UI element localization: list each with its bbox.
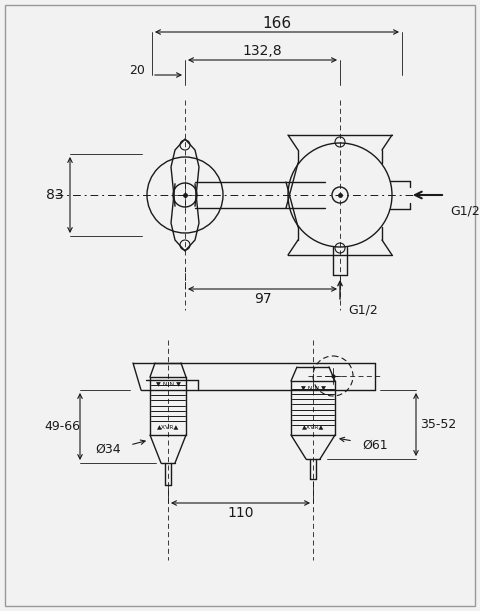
Text: 35-52: 35-52 — [420, 418, 456, 431]
Text: 83: 83 — [46, 188, 64, 202]
Text: G1/2: G1/2 — [348, 304, 378, 316]
Text: 132,8: 132,8 — [243, 44, 282, 58]
Text: ▲XVR▲: ▲XVR▲ — [302, 425, 324, 430]
Text: ▲XVR▲: ▲XVR▲ — [157, 425, 179, 430]
Text: 97: 97 — [254, 292, 271, 306]
Text: ▼ NIN ▼: ▼ NIN ▼ — [300, 386, 325, 390]
Text: G1/2: G1/2 — [450, 205, 480, 218]
Text: 49-66: 49-66 — [44, 420, 80, 433]
Text: 20: 20 — [129, 65, 145, 78]
Text: 166: 166 — [263, 16, 291, 32]
Text: ▼ NIN ▼: ▼ NIN ▼ — [156, 381, 180, 387]
Text: 110: 110 — [227, 506, 254, 520]
Text: Ø61: Ø61 — [362, 439, 388, 452]
Text: Ø34: Ø34 — [95, 442, 121, 455]
